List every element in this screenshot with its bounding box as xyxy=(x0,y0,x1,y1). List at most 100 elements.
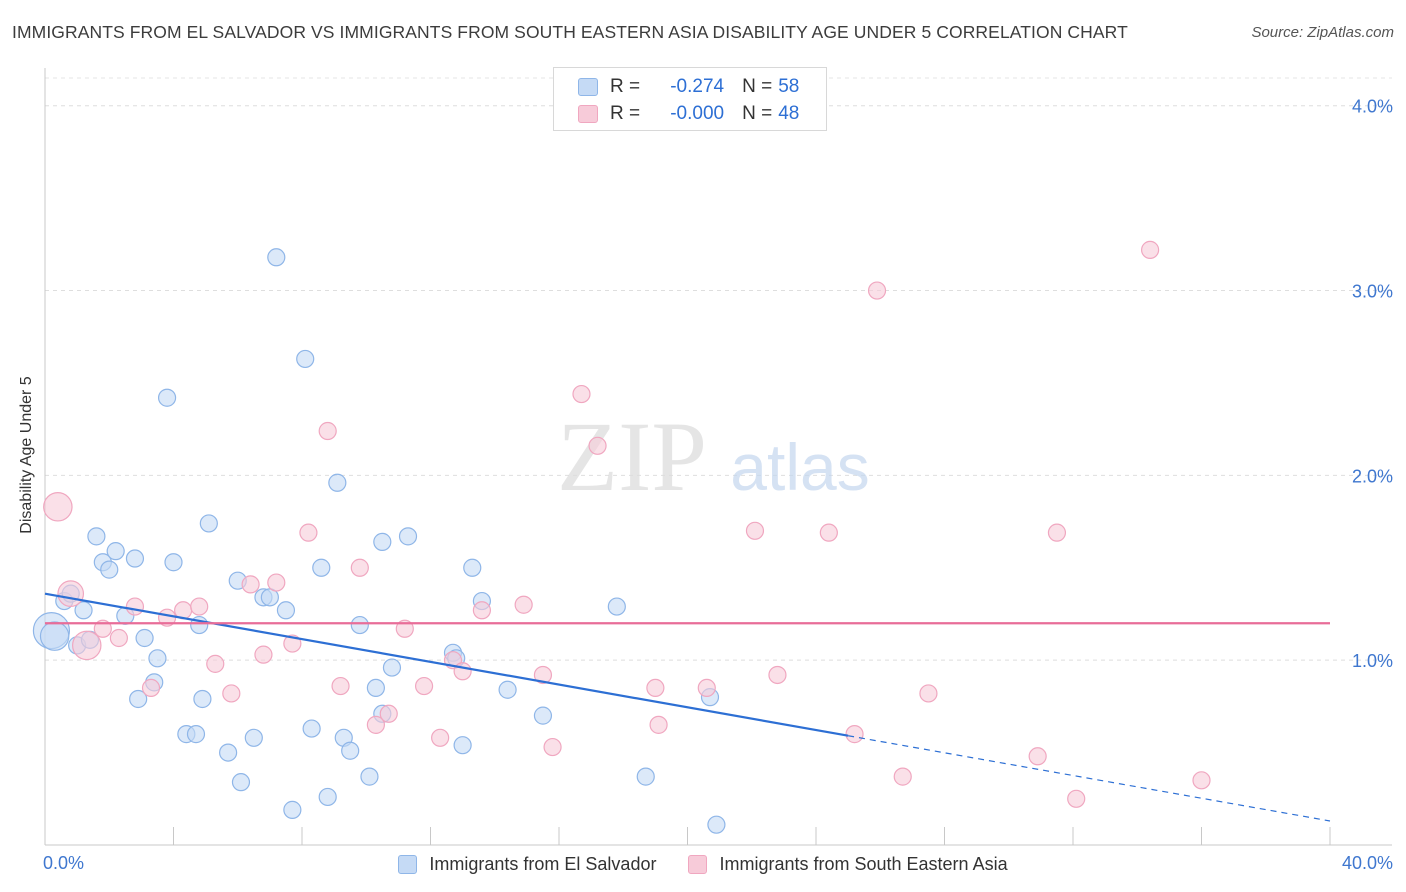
y-axis-label: Disability Age Under 5 xyxy=(18,376,35,534)
data-point-el-salvador xyxy=(193,689,212,709)
data-point-el-salvador xyxy=(312,558,331,577)
data-point-se-asia xyxy=(254,645,273,664)
data-point-se-asia xyxy=(431,728,450,747)
data-point-se-asia xyxy=(588,436,607,455)
data-point-se-asia xyxy=(745,521,765,540)
data-point-se-asia xyxy=(819,523,838,542)
data-point-se-asia xyxy=(71,630,102,661)
data-point-se-asia xyxy=(109,628,128,648)
n-label: N = xyxy=(742,103,773,124)
r-label: R = xyxy=(610,103,641,124)
data-point-el-salvador xyxy=(453,736,472,755)
data-point-se-asia xyxy=(768,665,787,685)
data-point-el-salvador xyxy=(219,743,238,762)
data-point-se-asia xyxy=(543,737,562,757)
x-tick-label-min: 0.0% xyxy=(43,853,84,873)
data-points xyxy=(32,240,1211,834)
legend-swatch-pink xyxy=(688,854,708,874)
data-point-el-salvador xyxy=(636,767,655,786)
stats-row-se-asia: R = -0.000 N = 48 xyxy=(578,102,799,126)
data-point-el-salvador xyxy=(366,678,385,698)
y-tick-label: 2.0% xyxy=(1352,466,1393,486)
n-value: 58 xyxy=(778,76,800,97)
data-point-el-salvador xyxy=(296,349,315,369)
data-point-se-asia xyxy=(1067,789,1086,808)
data-point-se-asia xyxy=(190,597,209,616)
data-point-el-salvador xyxy=(373,532,392,551)
data-point-se-asia xyxy=(206,654,225,673)
data-point-se-asia xyxy=(1140,240,1160,259)
watermark-zip: ZIP xyxy=(557,401,707,512)
data-point-se-asia xyxy=(845,725,864,744)
data-point-el-salvador xyxy=(350,615,369,635)
legend-swatch-blue xyxy=(398,854,418,874)
y-tick-label: 3.0% xyxy=(1352,282,1393,302)
data-point-el-salvador xyxy=(135,628,154,648)
data-point-se-asia xyxy=(379,704,398,723)
data-point-el-salvador xyxy=(341,741,360,760)
data-point-el-salvador xyxy=(231,773,251,792)
trend-lines xyxy=(44,592,1331,822)
data-point-se-asia xyxy=(893,767,912,786)
r-value: -0.274 xyxy=(670,76,725,97)
data-point-el-salvador xyxy=(87,527,106,546)
data-point-se-asia xyxy=(646,678,665,698)
data-point-el-salvador xyxy=(398,527,418,546)
data-point-se-asia xyxy=(697,678,716,698)
stats-legend: R = -0.274 N = 58 R = -0.000 N = 48 xyxy=(553,67,827,131)
data-point-el-salvador xyxy=(164,553,183,572)
data-point-se-asia xyxy=(514,595,533,614)
y-tick-label: 1.0% xyxy=(1352,651,1393,671)
n-label: N = xyxy=(742,76,773,97)
source-credit: Source: ZipAtlas.com xyxy=(1251,24,1394,41)
data-point-el-salvador xyxy=(267,248,286,267)
data-point-se-asia xyxy=(318,421,337,441)
trend-line-el-salvador xyxy=(44,592,849,737)
data-point-el-salvador xyxy=(199,514,218,533)
data-point-se-asia xyxy=(43,492,73,522)
data-point-se-asia xyxy=(366,715,385,734)
data-point-el-salvador xyxy=(106,542,125,561)
data-point-se-asia xyxy=(331,676,350,696)
data-point-se-asia xyxy=(414,676,434,696)
data-point-el-salvador xyxy=(382,658,402,677)
watermark: ZIP atlas xyxy=(557,401,870,512)
data-point-se-asia xyxy=(919,684,938,703)
data-point-el-salvador xyxy=(318,787,337,807)
x-tick-label-max: 40.0% xyxy=(1342,853,1393,873)
series-legend: Immigrants from El Salvador Immigrants f… xyxy=(0,850,1406,878)
data-point-se-asia xyxy=(395,619,414,638)
tick-labels: 1.0% 2.0% 3.0% 4.0% 0.0% 40.0% xyxy=(43,97,1393,873)
data-point-se-asia xyxy=(350,558,369,577)
legend-item-el-salvador: Immigrants from El Salvador xyxy=(398,854,656,875)
chart-title: IMMIGRANTS FROM EL SALVADOR VS IMMIGRANT… xyxy=(12,22,1128,42)
data-point-el-salvador xyxy=(463,558,482,577)
legend-item-se-asia: Immigrants from South Eastern Asia xyxy=(688,853,1008,875)
data-point-el-salvador xyxy=(125,549,145,568)
data-point-se-asia xyxy=(1192,771,1211,790)
data-point-se-asia xyxy=(1028,747,1047,766)
data-point-se-asia xyxy=(93,619,112,638)
data-point-el-salvador xyxy=(302,719,321,738)
gridlines xyxy=(45,77,1392,661)
data-point-el-salvador xyxy=(186,725,206,744)
data-point-el-salvador xyxy=(328,473,347,492)
n-value: 48 xyxy=(778,103,800,124)
data-point-el-salvador xyxy=(39,621,70,651)
data-point-el-salvador xyxy=(276,601,296,620)
data-point-se-asia xyxy=(472,601,491,620)
data-point-se-asia xyxy=(141,678,161,698)
data-point-se-asia xyxy=(649,715,668,734)
stats-row-el-salvador: R = -0.274 N = 58 xyxy=(578,75,799,99)
data-point-se-asia xyxy=(222,684,241,703)
legend-label: Immigrants from South Eastern Asia xyxy=(719,853,1008,874)
data-point-se-asia xyxy=(572,384,591,404)
data-point-el-salvador xyxy=(607,597,626,616)
data-point-el-salvador xyxy=(74,601,93,620)
data-point-el-salvador xyxy=(244,728,263,747)
data-point-se-asia xyxy=(241,575,260,594)
legend-label: Immigrants from El Salvador xyxy=(429,853,657,874)
legend-swatch-blue xyxy=(578,78,598,96)
axes xyxy=(44,68,1392,846)
